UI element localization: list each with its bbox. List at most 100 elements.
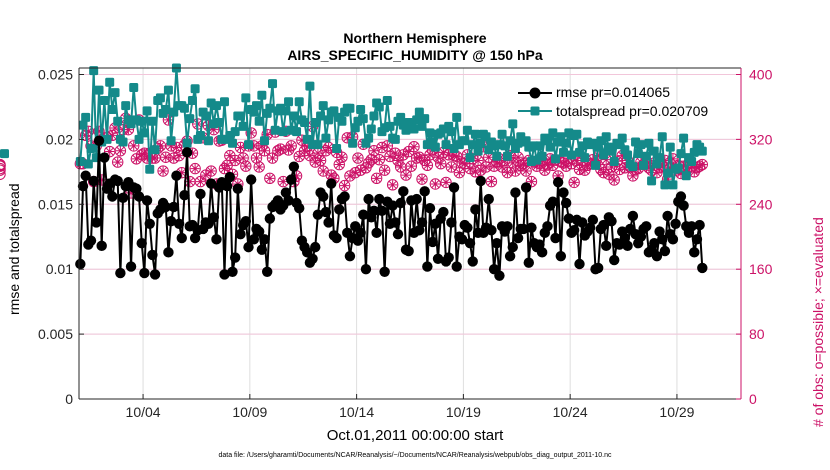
obs-evaluated-marker <box>225 151 235 161</box>
rmse-marker <box>523 257 534 268</box>
obs-evaluated-marker <box>457 158 467 168</box>
obs-evaluated-marker <box>203 121 214 131</box>
obs-possible-marker <box>370 172 383 185</box>
rmse-marker <box>526 222 537 233</box>
rmse-marker <box>592 262 604 274</box>
rmse-marker <box>446 217 457 228</box>
totalspread-marker <box>230 127 240 137</box>
obs-evaluated-marker <box>569 177 579 187</box>
obs-evaluated-marker <box>601 155 611 165</box>
rmse-marker <box>432 253 444 265</box>
rmse-marker <box>470 204 481 215</box>
totalspread-marker <box>300 118 310 128</box>
totalspread-marker <box>497 129 507 139</box>
obs-evaluated-marker <box>390 148 400 158</box>
totalspread-marker <box>657 132 667 142</box>
rmse-marker <box>240 215 252 227</box>
rmse-marker <box>286 174 297 185</box>
rmse-marker <box>403 245 414 257</box>
rmse-marker <box>494 270 505 281</box>
obs-evaluated-marker <box>548 160 558 170</box>
rmse-marker <box>395 197 406 209</box>
obs-evaluated-marker <box>291 171 302 181</box>
rmse-marker <box>323 217 334 228</box>
rmse-marker <box>520 182 532 193</box>
obs-evaluated-marker <box>209 125 219 135</box>
obs-evaluated-marker <box>580 165 590 175</box>
rmse-marker <box>547 196 559 207</box>
obs-possible-marker <box>693 160 706 172</box>
totalspread-marker <box>396 112 406 122</box>
obs-evaluated-marker <box>433 152 443 162</box>
totalspread-marker <box>679 133 689 143</box>
totalspread-marker <box>139 128 149 138</box>
obs-evaluated-marker <box>150 153 160 163</box>
totalspread-marker <box>358 114 368 124</box>
obs-evaluated-marker <box>679 161 689 171</box>
legend-marker-rmse <box>529 87 541 99</box>
rmse-marker <box>344 251 356 262</box>
legend-label-totalspread: totalspread pr=0.020709 <box>556 103 709 119</box>
totalspread-marker <box>390 134 400 144</box>
obs-evaluated-marker <box>385 151 395 162</box>
x-tick-label: 10/19 <box>446 404 481 420</box>
obs-evaluated-marker <box>187 148 198 158</box>
rmse-marker <box>248 234 260 245</box>
rmse-marker <box>224 171 236 183</box>
obs-evaluated-marker <box>412 153 422 163</box>
totalspread-marker <box>292 127 302 137</box>
rmse-marker <box>358 209 369 220</box>
obs-evaluated-marker <box>238 153 248 163</box>
rmse-marker <box>483 193 494 205</box>
rmse-line <box>79 140 704 276</box>
totalspread-marker <box>558 147 568 157</box>
y-tick-label-right: 80 <box>749 326 765 342</box>
rmse-marker <box>147 249 158 261</box>
totalspread-marker <box>150 145 160 155</box>
obs-possible-marker <box>386 179 399 191</box>
rmse-marker <box>649 238 660 249</box>
obs-evaluated-marker <box>689 167 699 177</box>
obs-evaluated-marker <box>329 173 339 183</box>
rmse-marker <box>427 236 438 248</box>
obs-evaluated-marker <box>393 155 403 166</box>
rmse-marker <box>574 258 585 270</box>
obs-evaluated-marker <box>241 161 251 171</box>
totalspread-marker <box>366 124 376 134</box>
totalspread-marker <box>235 111 245 121</box>
x-tick-label: 10/24 <box>553 404 588 420</box>
obs-evaluated-marker <box>377 142 387 153</box>
obs-possible-marker <box>352 152 364 164</box>
obs-evaluated-marker <box>460 159 470 169</box>
rmse-marker <box>518 223 529 235</box>
obs-evaluated-marker <box>254 162 264 172</box>
obs-evaluated-marker <box>161 152 171 162</box>
rmse-marker <box>392 228 404 240</box>
totalspread-marker <box>238 121 248 131</box>
x-axis-label: Oct.01,2011 00:00:00 start <box>326 427 504 444</box>
obs-evaluated-marker <box>366 155 376 165</box>
totalspread-marker <box>655 153 665 163</box>
totalspread-marker <box>284 97 294 107</box>
rmse-marker <box>85 235 97 246</box>
obs-evaluated-marker <box>465 163 475 174</box>
rmse-marker <box>491 238 502 249</box>
totalspread-marker <box>305 81 315 91</box>
totalspread-marker <box>599 150 609 160</box>
totalspread-marker <box>550 154 560 164</box>
y-tick-label-right: 400 <box>749 66 773 82</box>
rmse-marker <box>568 225 580 236</box>
totalspread-marker <box>166 136 176 146</box>
rmse-marker <box>667 234 679 245</box>
obs-evaluated-marker <box>340 181 350 191</box>
totalspread-marker <box>681 171 691 181</box>
rmse-marker <box>563 213 575 224</box>
totalspread-marker <box>537 151 547 161</box>
obs-evaluated-marker <box>388 180 398 190</box>
obs-evaluated-marker <box>353 153 363 163</box>
obs-evaluated-marker <box>297 135 307 145</box>
totalspread-marker <box>105 77 115 87</box>
rmse-marker <box>600 240 612 252</box>
x-tick-label: 10/29 <box>659 404 694 420</box>
